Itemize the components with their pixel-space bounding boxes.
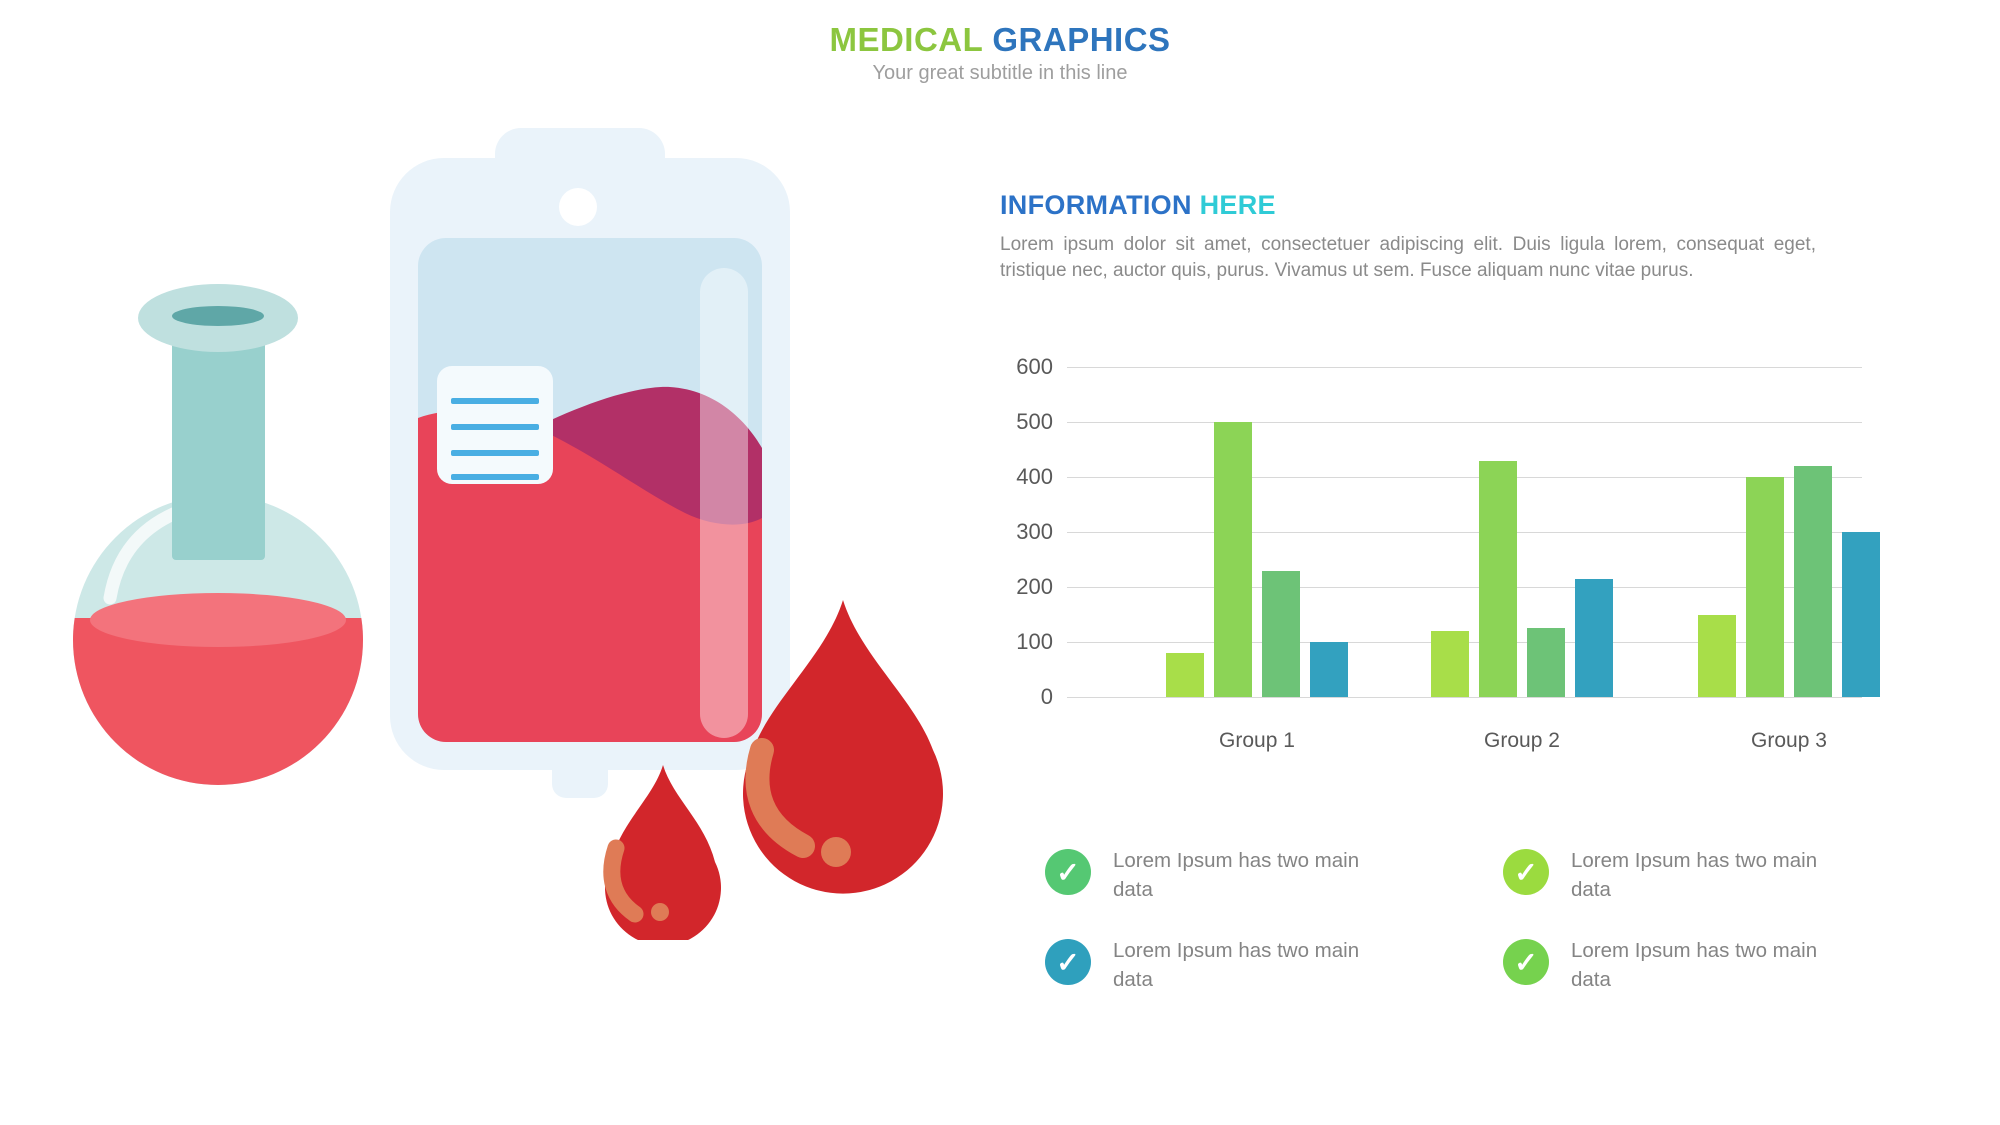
gridline-500 <box>1067 422 1862 423</box>
blood-drop-large-icon <box>742 600 943 894</box>
checklist-item-label: Lorem Ipsum has two main data <box>1571 939 1818 991</box>
bar-series-3-group-1 <box>1262 570 1300 697</box>
check-icon: ✓ <box>1045 849 1091 895</box>
medical-illustration <box>73 128 943 940</box>
y-axis-tick-label: 500 <box>1016 409 1053 434</box>
checklist-item-1: ✓ Lorem Ipsum has two main data <box>1045 846 1503 904</box>
bar-group-1 <box>1166 367 1348 697</box>
bar-series-4-group-1 <box>1310 642 1348 697</box>
bar-group-2 <box>1431 367 1613 697</box>
section-heading-part1: INFORMATION <box>1000 190 1192 220</box>
header: MEDICAL GRAPHICS Your great subtitle in … <box>0 22 2000 85</box>
bar-series-4-group-2 <box>1575 578 1613 697</box>
blood-bag-icon <box>390 128 790 798</box>
chart-plot-area <box>1067 367 1880 698</box>
x-axis-category-label: Group 3 <box>1751 729 1827 752</box>
x-axis-category-label: Group 1 <box>1219 729 1295 752</box>
bag-label <box>437 366 553 484</box>
gridline-0 <box>1067 697 1862 698</box>
bar-series-1-group-3 <box>1698 614 1736 697</box>
checklist-item-3: ✓ Lorem Ipsum has two main data <box>1045 936 1503 994</box>
page-title-part2: GRAPHICS <box>982 21 1171 58</box>
bar-series-2-group-1 <box>1214 422 1252 697</box>
bar-series-1-group-1 <box>1166 653 1204 697</box>
section-body-text: Lorem ipsum dolor sit amet, consectetuer… <box>1000 234 1816 281</box>
page-subtitle: Your great subtitle in this line <box>872 62 1128 84</box>
y-axis-tick-label: 100 <box>1016 629 1053 654</box>
checklist-item-label: Lorem Ipsum has two main data <box>1113 849 1360 901</box>
y-axis-tick-label: 600 <box>1016 354 1053 379</box>
y-axis-tick-label: 200 <box>1016 574 1053 599</box>
page-title: MEDICAL GRAPHICS <box>0 22 2000 58</box>
check-icon: ✓ <box>1045 939 1091 985</box>
check-icon: ✓ <box>1503 939 1549 985</box>
y-axis-tick-label: 0 <box>1040 684 1053 709</box>
bar-series-4-group-3 <box>1842 532 1880 697</box>
y-axis-tick-label: 400 <box>1016 464 1053 489</box>
bar-series-3-group-3 <box>1794 466 1832 697</box>
checklist-item-label: Lorem Ipsum has two main data <box>1113 939 1360 991</box>
checklist-item-label: Lorem Ipsum has two main data <box>1571 849 1818 901</box>
check-icon: ✓ <box>1503 849 1549 895</box>
gridline-300 <box>1067 532 1862 533</box>
gridline-400 <box>1067 477 1862 478</box>
bar-series-1-group-2 <box>1431 631 1469 697</box>
gridline-600 <box>1067 367 1862 368</box>
checklist-item-4: ✓ Lorem Ipsum has two main data <box>1503 936 1961 994</box>
bar-series-2-group-2 <box>1479 460 1517 697</box>
section-heading: INFORMATION HERE <box>1000 190 1276 221</box>
x-axis-category-label: Group 2 <box>1484 729 1560 752</box>
page-title-part1: MEDICAL <box>829 21 983 58</box>
flask-icon <box>73 284 363 785</box>
blood-drop-small-icon <box>603 765 721 940</box>
bar-group-3 <box>1698 367 1880 697</box>
bar-series-3-group-2 <box>1527 628 1565 697</box>
section-heading-part2: HERE <box>1191 190 1276 220</box>
checklist: ✓ Lorem Ipsum has two main data ✓ Lorem Ips… <box>1045 846 1961 994</box>
bar-chart: 600 500 400 300 200 100 0 Group 1 Group 2 Group … <box>1005 354 1880 777</box>
bar-series-2-group-3 <box>1746 477 1784 697</box>
y-axis-tick-label: 300 <box>1016 519 1053 544</box>
checklist-item-2: ✓ Lorem Ipsum has two main data <box>1503 846 1961 904</box>
gridline-200 <box>1067 587 1862 588</box>
